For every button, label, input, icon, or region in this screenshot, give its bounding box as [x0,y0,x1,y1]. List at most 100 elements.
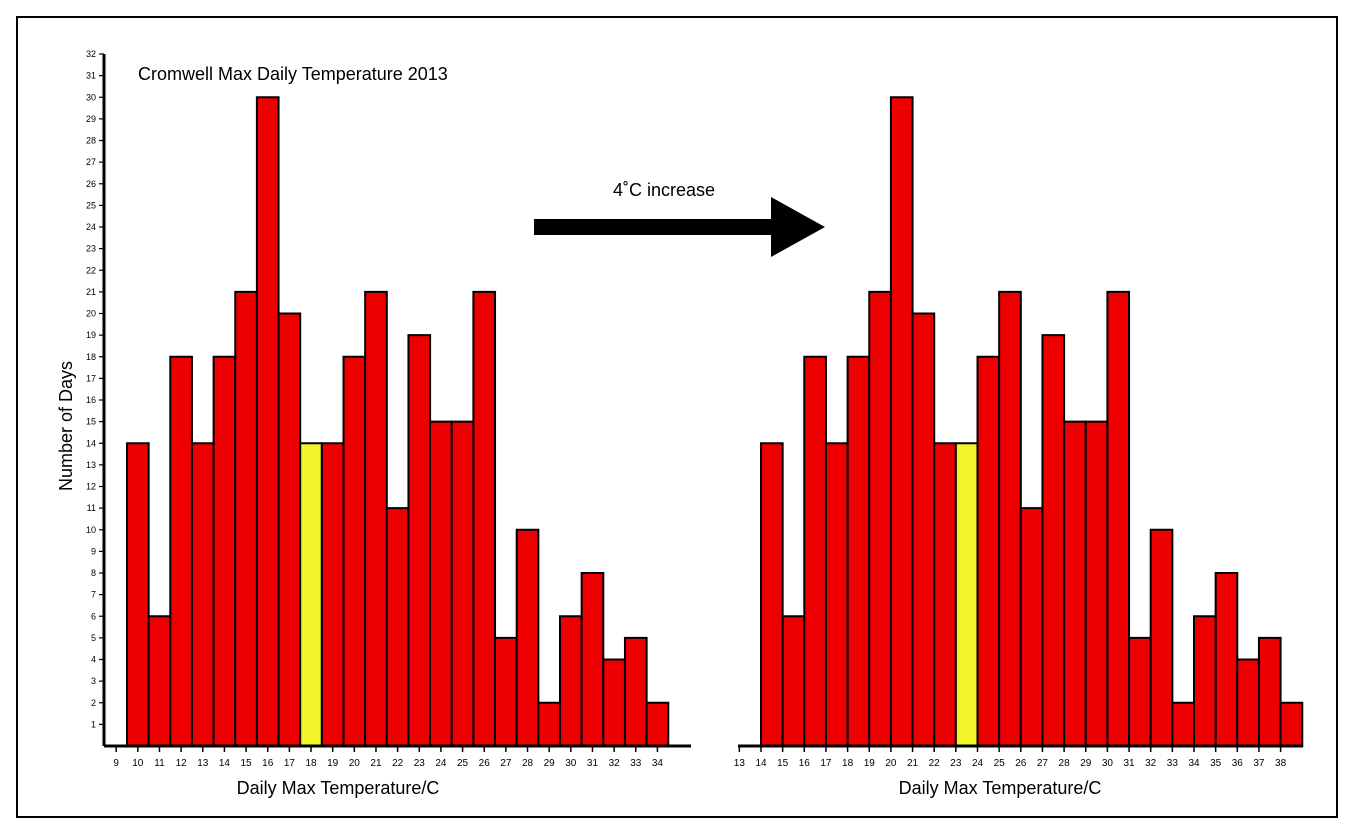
shift-annotation: 4˚C increase [534,180,825,257]
right-x-tick-label: 36 [1232,758,1244,769]
y-tick-label: 19 [86,330,96,340]
left-x-tick-label: 14 [219,758,231,769]
left-x-tick-label: 18 [305,758,317,769]
right-x-tick-label: 27 [1037,758,1049,769]
right-x-tick-label: 29 [1080,758,1092,769]
right-x-tick-label: 16 [799,758,811,769]
right-x-tick-label: 34 [1188,758,1200,769]
right-bar [846,355,871,747]
left-bar [320,442,345,747]
right-x-tick-label: 30 [1102,758,1114,769]
left-bar [147,615,172,747]
y-tick-label: 17 [86,373,96,383]
y-axis-title: Number of Days [56,361,76,491]
left-bar [277,312,302,747]
left-bar [190,442,215,747]
right-bar [1128,636,1152,747]
right-bar [1171,701,1195,747]
right-x-tick-label: 24 [972,758,984,769]
left-x-tick-label: 11 [154,758,165,769]
left-x-tick-label: 29 [544,758,556,769]
right-x-tick-label: 31 [1123,758,1135,769]
right-x-tick-label: 14 [755,758,767,769]
left-x-tick-label: 27 [500,758,512,769]
left-bar [169,355,193,747]
y-tick-label: 15 [86,417,96,427]
left-bar [602,658,626,747]
left-x-tick-label: 10 [132,758,144,769]
left-histogram: 1234567891011121314151617181920212223242… [56,49,691,798]
left-x-tick-label: 26 [479,758,491,769]
left-bar [407,334,432,747]
right-x-tick-label: 37 [1253,758,1265,769]
left-x-tick-label: 17 [284,758,296,769]
left-x-axis-title: Daily Max Temperature/C [237,778,440,798]
left-bar [472,290,497,747]
y-tick-label: 32 [86,49,96,59]
y-tick-label: 12 [86,482,96,492]
left-bar [429,420,453,747]
annotation-text: 4˚C increase [613,180,715,200]
right-bar [933,442,957,747]
right-x-tick-label: 32 [1145,758,1157,769]
left-bar [559,615,583,747]
left-x-tick-label: 9 [113,758,119,769]
y-tick-label: 4 [91,655,96,665]
y-tick-label: 31 [86,71,96,81]
y-tick-label: 29 [86,114,96,124]
y-tick-label: 9 [91,546,96,556]
left-bar [515,528,540,747]
left-x-tick-label: 22 [392,758,404,769]
right-x-tick-label: 18 [842,758,854,769]
y-tick-label: 7 [91,590,96,600]
right-x-tick-label: 15 [777,758,789,769]
right-bar [911,312,936,747]
left-x-tick-label: 21 [370,758,382,769]
right-x-tick-label: 25 [994,758,1006,769]
y-tick-label: 5 [91,633,96,643]
y-tick-label: 11 [87,503,96,513]
left-x-tick-label: 12 [176,758,188,769]
right-x-tick-label: 19 [864,758,876,769]
y-tick-label: 25 [86,200,96,210]
right-x-tick-label: 35 [1210,758,1222,769]
right-x-tick-label: 26 [1015,758,1027,769]
y-tick-label: 24 [86,222,96,232]
left-x-tick-label: 25 [457,758,469,769]
left-x-tick-label: 24 [435,758,447,769]
right-bar [889,96,914,747]
right-bar [868,290,892,747]
y-tick-label: 28 [86,136,96,146]
right-x-tick-label: 20 [885,758,897,769]
left-bar [623,636,648,747]
right-x-tick-label: 21 [907,758,919,769]
right-bar [1236,658,1260,747]
right-bar [1084,420,1109,747]
right-x-tick-label: 33 [1167,758,1179,769]
left-bar [212,355,237,747]
y-tick-label: 18 [86,352,96,362]
right-bar [1106,290,1131,747]
right-x-axis-title: Daily Max Temperature/C [899,778,1102,798]
right-bar [1041,334,1066,747]
left-bar [364,290,388,747]
left-x-tick-label: 23 [414,758,426,769]
y-tick-label: 22 [86,265,96,275]
left-x-tick-label: 33 [630,758,642,769]
right-bar [1063,420,1087,747]
right-bar [1214,572,1239,747]
right-x-tick-label: 17 [820,758,832,769]
left-x-tick-label: 34 [652,758,664,769]
left-bar [299,442,323,747]
right-bar [760,442,784,747]
left-bar [450,420,475,747]
y-tick-label: 2 [91,698,96,708]
y-tick-label: 30 [86,92,96,102]
right-bar [976,355,1001,747]
left-x-tick-label: 16 [262,758,274,769]
arrow-shaft [534,219,774,235]
left-bar [234,290,258,747]
left-bar [580,572,605,747]
left-x-tick-label: 28 [522,758,534,769]
right-bar [824,442,849,747]
